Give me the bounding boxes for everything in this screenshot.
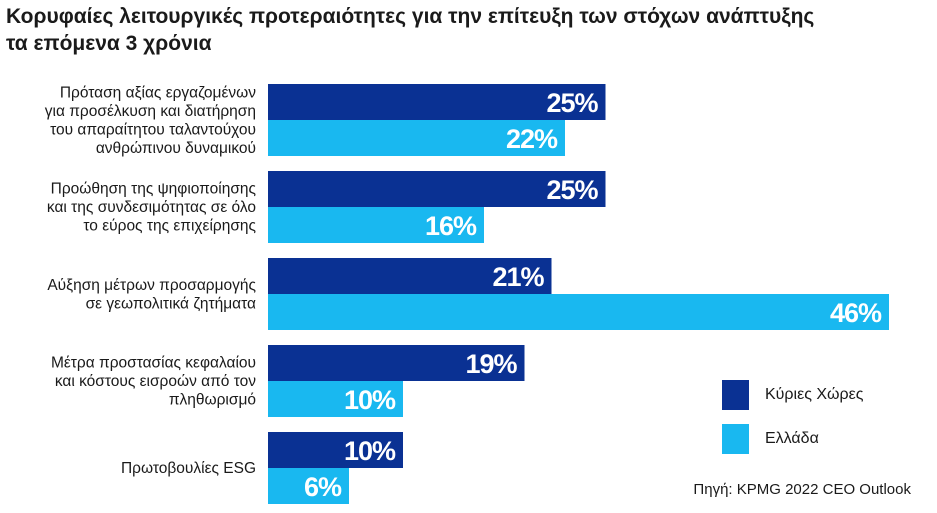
legend: Κύριες Χώρες Ελλάδα [722, 379, 863, 467]
data-label-greece-4: 6% [304, 472, 342, 502]
category-label-3-line-0: Μέτρα προστασίας κεφαλαίου [51, 355, 256, 372]
category-label-3-line-2: πληθωρισμό [169, 392, 256, 409]
legend-item-main-countries: Κύριες Χώρες [722, 379, 863, 411]
bar-main-countries-2 [268, 258, 552, 294]
category-label-1-line-0: Προώθηση της ψηφιοποίησης [51, 181, 256, 198]
category-label-2-line-1: σε γεωπολιτικά ζητήματα [86, 295, 256, 312]
chart-title: Κορυφαίες λειτουργικές προτεραιότητες γι… [6, 3, 931, 57]
bar-greece-3 [268, 381, 403, 417]
bar-greece-1 [268, 207, 484, 243]
chart-title-line-2: τα επόμενα 3 χρόνια [6, 32, 212, 55]
data-label-main-countries-2: 21% [492, 262, 544, 292]
legend-label-greece: Ελλάδα [765, 430, 819, 447]
category-label-3-line-1: και κόστους εισροών από τον [55, 373, 256, 390]
legend-swatch-main-countries [722, 380, 749, 410]
bar-greece-2 [268, 294, 889, 330]
data-label-greece-3: 10% [344, 385, 396, 415]
bar-greece-4 [268, 468, 349, 504]
data-label-main-countries-3: 19% [465, 349, 517, 379]
category-label-1-line-1: και της συνδεσιμότητας σε όλο [47, 199, 256, 216]
category-label-0-line-1: για προσέλκυση και διατήρηση [45, 103, 256, 120]
chart-title-line-1: Κορυφαίες λειτουργικές προτεραιότητες γι… [6, 5, 815, 28]
bar-main-countries-4 [268, 432, 403, 468]
data-label-greece-2: 46% [830, 298, 882, 328]
bar-main-countries-1 [268, 171, 606, 207]
data-label-greece-0: 22% [506, 124, 558, 154]
legend-label-main-countries: Κύριες Χώρες [765, 386, 864, 403]
data-label-main-countries-1: 25% [546, 175, 598, 205]
category-label-0-line-3: ανθρώπινου δυναμικού [96, 140, 256, 157]
category-label-2-line-0: Αύξηση μέτρων προσαρμογής [47, 277, 256, 294]
data-label-greece-1: 16% [425, 211, 477, 241]
legend-item-greece: Ελλάδα [722, 423, 863, 455]
data-label-main-countries-4: 10% [344, 436, 396, 466]
category-label-0-line-2: του απαραίτητου ταλαντούχου [50, 121, 256, 138]
data-label-main-countries-0: 25% [546, 88, 598, 118]
bar-greece-0 [268, 120, 565, 156]
bar-main-countries-3 [268, 345, 525, 381]
category-label-4-line-0: Πρωτοβουλίες ESG [121, 460, 256, 477]
legend-swatch-greece [722, 424, 749, 454]
source-note: Πηγή: KPMG 2022 CEO Outlook [693, 481, 911, 498]
category-label-0-line-0: Πρόταση αξίας εργαζομένων [60, 84, 256, 101]
category-label-1-line-2: το εύρος της επιχείρησης [83, 218, 256, 235]
bar-main-countries-0 [268, 84, 606, 120]
